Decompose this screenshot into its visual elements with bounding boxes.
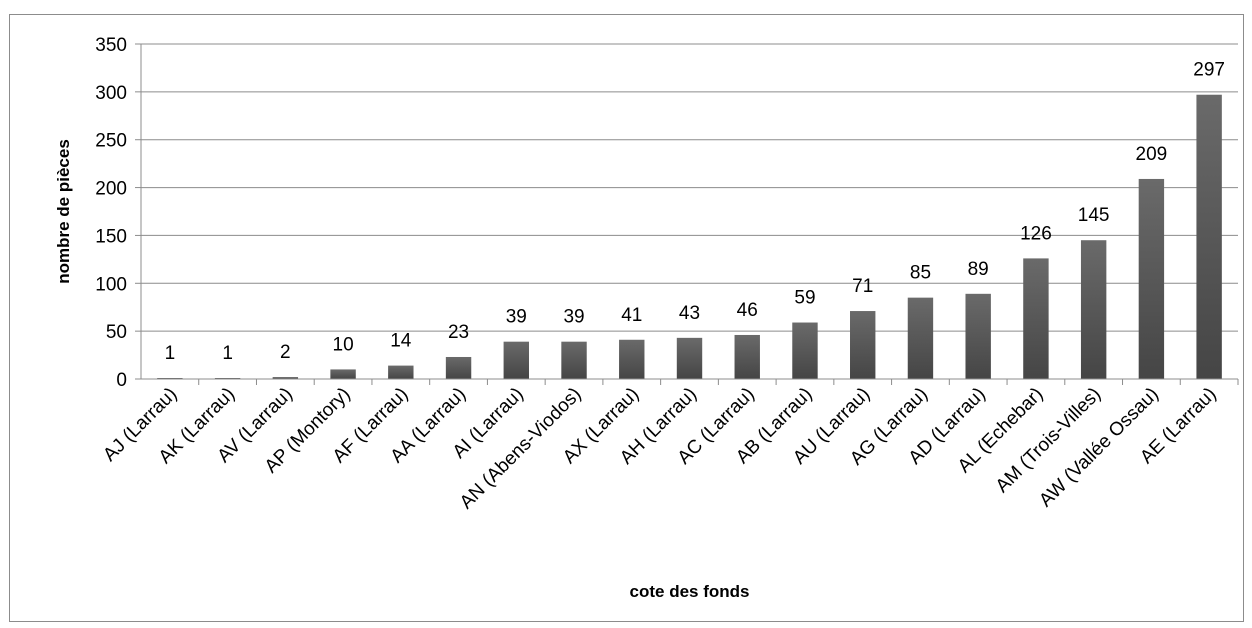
data-label: 39 bbox=[563, 307, 584, 328]
data-label: 1 bbox=[165, 343, 176, 364]
data-label: 85 bbox=[910, 263, 931, 284]
data-label: 41 bbox=[621, 305, 642, 326]
data-label: 1 bbox=[222, 343, 233, 364]
bar bbox=[272, 377, 299, 379]
data-label: 10 bbox=[333, 334, 354, 355]
x-axis-title: cote des fonds bbox=[630, 582, 750, 601]
data-label: 2 bbox=[280, 342, 291, 363]
gridlines bbox=[135, 43, 1239, 385]
y-tick-label: 250 bbox=[95, 131, 127, 152]
bar bbox=[734, 334, 760, 379]
data-label: 126 bbox=[1020, 223, 1052, 244]
bar bbox=[561, 341, 587, 379]
bar bbox=[619, 339, 645, 379]
data-label: 209 bbox=[1136, 144, 1168, 165]
bar bbox=[965, 293, 991, 379]
y-axis-title: nombre de pièces bbox=[54, 139, 73, 284]
bar bbox=[503, 341, 529, 379]
y-tick-label: 200 bbox=[95, 179, 127, 200]
data-label: 39 bbox=[506, 307, 527, 328]
y-tick-label: 150 bbox=[95, 226, 127, 247]
bar bbox=[792, 322, 818, 379]
bar bbox=[330, 369, 356, 379]
bar bbox=[850, 311, 876, 379]
y-tick-label: 50 bbox=[106, 322, 127, 343]
y-tick-label: 100 bbox=[95, 274, 127, 295]
y-tick-label: 300 bbox=[95, 83, 127, 104]
bar bbox=[1138, 178, 1165, 379]
data-label: 23 bbox=[448, 322, 469, 343]
bar bbox=[1023, 258, 1049, 379]
data-label: 59 bbox=[794, 288, 815, 309]
x-tick-label: AM (Trois-Villes) bbox=[992, 384, 1105, 497]
bar bbox=[1080, 240, 1107, 379]
data-label: 14 bbox=[390, 331, 412, 352]
data-label: 43 bbox=[679, 303, 700, 324]
bar bbox=[388, 365, 414, 379]
y-tick-labels: 0 50 100 150 200 250 300 350 bbox=[95, 35, 127, 391]
data-label: 297 bbox=[1193, 60, 1225, 81]
data-label: 145 bbox=[1078, 205, 1110, 226]
data-label: 46 bbox=[737, 300, 758, 321]
bars bbox=[157, 94, 1222, 379]
x-tick-labels: AJ (Larrau)AK (Larrau)AV (Larrau)AP (Mon… bbox=[99, 384, 1220, 514]
bar bbox=[445, 356, 472, 379]
bar bbox=[907, 297, 934, 379]
bar bbox=[1196, 94, 1222, 379]
y-tick-label: 0 bbox=[116, 370, 127, 391]
bar bbox=[676, 337, 703, 379]
data-label: 89 bbox=[968, 259, 989, 280]
y-tick-label: 350 bbox=[95, 35, 127, 56]
data-labels: 1 1 2 10 14 23 39 39 41 43 46 59 71 85 89 126 145 209 297 bbox=[165, 60, 1225, 364]
data-label: 71 bbox=[852, 276, 873, 297]
